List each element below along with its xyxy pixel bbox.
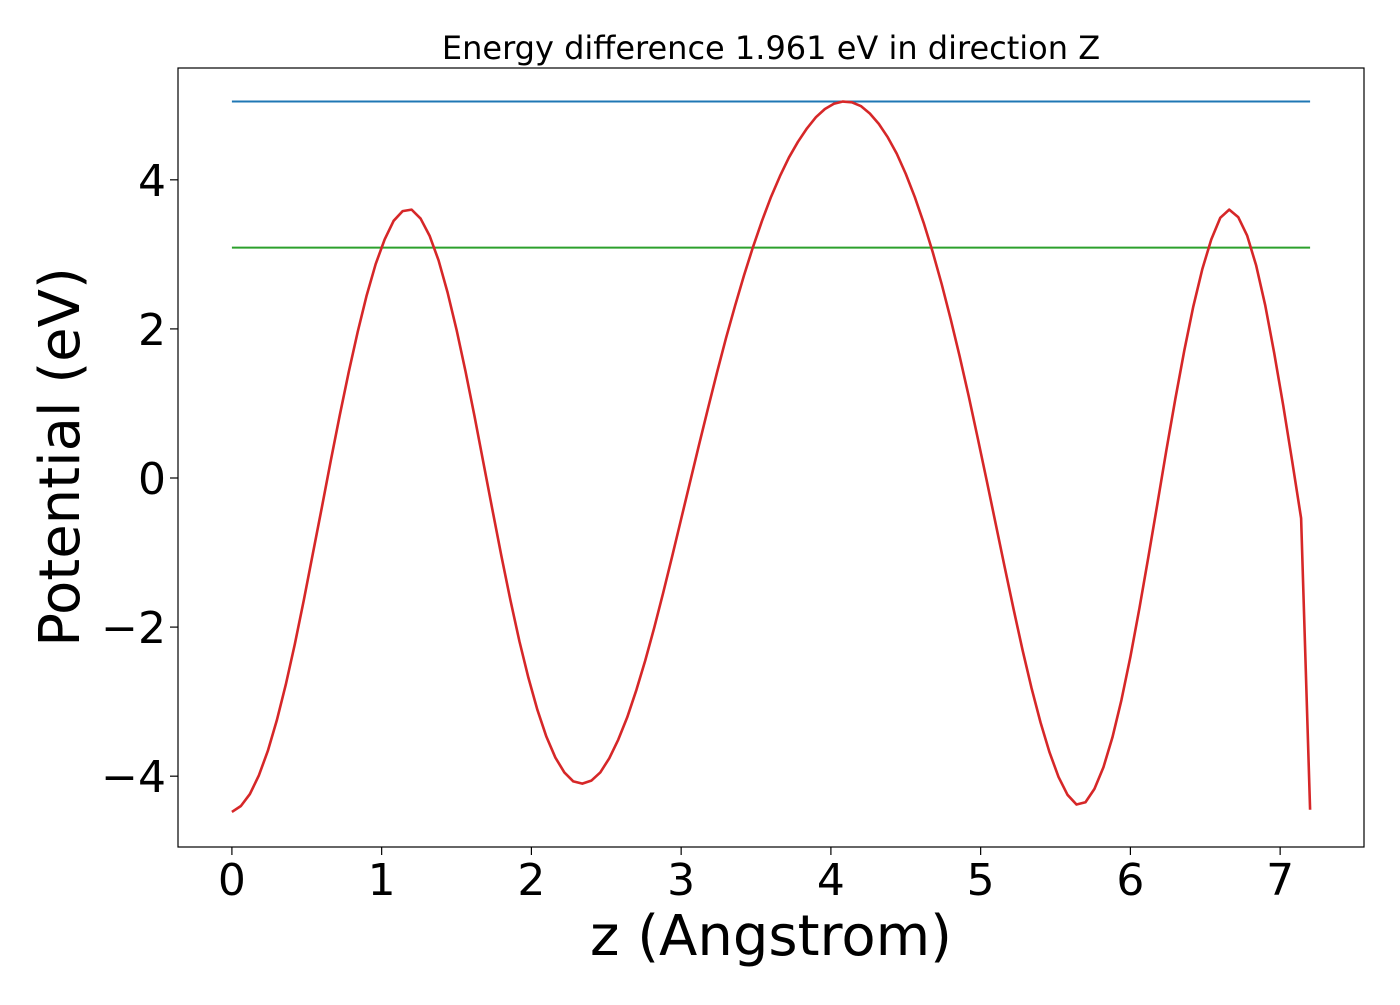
x-tick-label: 7	[1266, 855, 1294, 906]
x-tick-label: 0	[218, 855, 246, 906]
x-tick-label: 5	[967, 855, 995, 906]
y-tick-label: 2	[138, 305, 166, 356]
plot-frame	[177, 67, 1365, 848]
x-tick-label: 6	[1116, 855, 1144, 906]
plot-area	[177, 67, 1365, 848]
x-tick-label: 3	[667, 855, 695, 906]
y-axis-ticks: −4 −2 0 2 4	[101, 156, 178, 803]
y-tick-label: 4	[138, 156, 166, 207]
x-axis-label: z (Angstrom)	[590, 904, 952, 969]
chart-title: Energy difference 1.961 eV in direction …	[442, 29, 1100, 67]
x-axis-ticks: 0 1 2 3 4 5 6 7	[218, 847, 1294, 906]
x-tick-label: 4	[817, 855, 845, 906]
y-axis-label: Potential (eV)	[28, 267, 93, 647]
x-tick-label: 1	[368, 855, 396, 906]
x-tick-label: 2	[517, 855, 545, 906]
y-tick-label: −2	[101, 603, 166, 654]
y-tick-label: −4	[101, 752, 166, 803]
series-layer	[231, 100, 1312, 814]
y-tick-label: 0	[138, 454, 166, 505]
series-potential-line	[231, 100, 1312, 814]
